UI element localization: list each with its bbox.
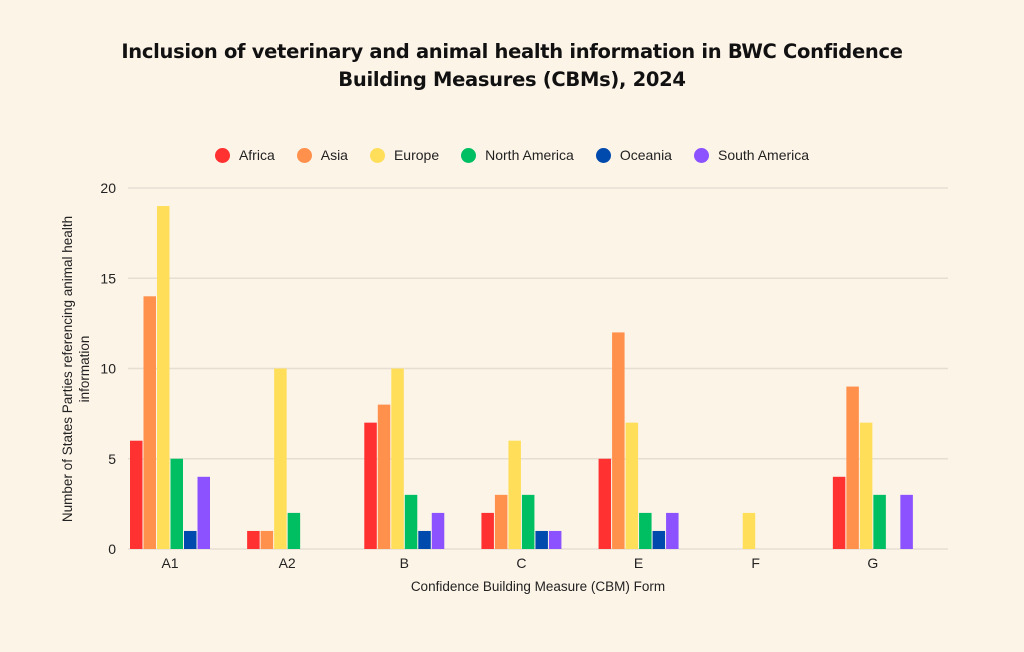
x-tick-label: A2 [279,555,296,571]
x-tick-label: C [516,555,526,571]
legend-swatch-north-america [461,147,477,163]
legend-swatch-oceania [595,147,611,163]
y-axis-title-line-1: Number of States Parties referencing ani… [60,216,75,522]
y-tick-label: 10 [100,361,116,377]
bar-a1-oceania [184,530,197,549]
x-tick-label: E [634,555,643,571]
y-tick-label: 5 [108,451,116,467]
bar-e-europe [625,422,639,549]
bar-a1-europe [157,206,170,550]
bar-c-africa [481,512,494,549]
chart-title: Inclusion of veterinary and animal healt… [0,38,1024,94]
bar-e-asia [612,332,625,549]
bar-f-europe [742,512,756,549]
bar-e-africa [598,458,612,549]
bar-c-south-america [548,530,562,549]
bar-b-africa [364,422,377,549]
legend-item-oceania[interactable]: Oceania [595,147,672,163]
legend-swatch-europe [369,147,385,163]
x-tick-label: F [751,555,760,571]
y-tick-label: 0 [108,541,116,557]
bar-a1-north-america [170,458,183,549]
bar-a2-africa [247,530,260,549]
legend-item-europe[interactable]: Europe [369,147,440,163]
y-tick-label: 15 [100,270,116,286]
y-axis-title: Number of States Parties referencing ani… [60,216,92,522]
x-tick-label: B [400,555,409,571]
legend-label-europe: Europe [393,147,440,163]
bar-e-north-america [639,512,652,549]
legend-swatch-south-america [693,147,709,163]
legend-item-south-america[interactable]: South America [693,147,810,163]
bar-g-europe [859,422,873,549]
bar-e-oceania [652,530,666,549]
bar-g-north-america [873,494,886,549]
chart-legend: Africa Asia Europe North America Oceania… [0,147,1024,163]
legend-item-africa[interactable]: Africa [214,147,275,163]
bar-a2-europe [274,368,287,549]
chart-title-line-1: Inclusion of veterinary and animal healt… [121,40,903,63]
legend-item-north-america[interactable]: North America [461,147,574,163]
legend-swatch-asia [296,147,312,163]
bar-b-south-america [431,512,445,549]
bar-c-oceania [535,530,548,549]
gridlines [128,187,948,550]
bar-a1-asia [143,296,156,549]
bar-b-europe [391,368,404,549]
x-tick-label: G [867,555,878,571]
bar-c-north-america [521,494,535,549]
bars [130,206,913,550]
legend-item-asia[interactable]: Asia [296,147,348,163]
legend-label-north-america: North America [485,147,574,163]
legend-label-oceania: Oceania [619,147,672,163]
bar-b-north-america [404,494,418,549]
bar-g-south-america [900,494,913,549]
bar-a1-south-america [197,476,210,549]
bar-b-oceania [418,530,431,549]
y-tick-label: 20 [100,180,116,196]
bar-g-africa [832,476,846,549]
bar-g-asia [846,386,859,549]
x-axis-ticks: A1 A2 B C E F G [161,555,878,571]
legend-label-south-america: South America [717,147,810,163]
bar-e-south-america [666,512,679,549]
x-tick-label: A1 [161,555,178,571]
bar-a1-africa [130,440,143,549]
legend-swatch-africa [214,147,230,163]
bar-a2-asia [260,530,274,549]
y-axis-ticks: 0 5 10 15 20 [100,180,116,557]
bar-b-asia [377,404,391,549]
x-axis-title: Confidence Building Measure (CBM) Form [411,579,665,594]
chart-title-line-2: Building Measures (CBMs), 2024 [338,68,686,91]
legend-label-asia: Asia [320,147,348,163]
bar-a2-north-america [287,512,301,549]
legend-label-africa: Africa [238,147,275,163]
bar-c-europe [508,440,521,549]
bar-c-asia [494,494,508,549]
y-axis-title-line-2: information [77,336,92,403]
